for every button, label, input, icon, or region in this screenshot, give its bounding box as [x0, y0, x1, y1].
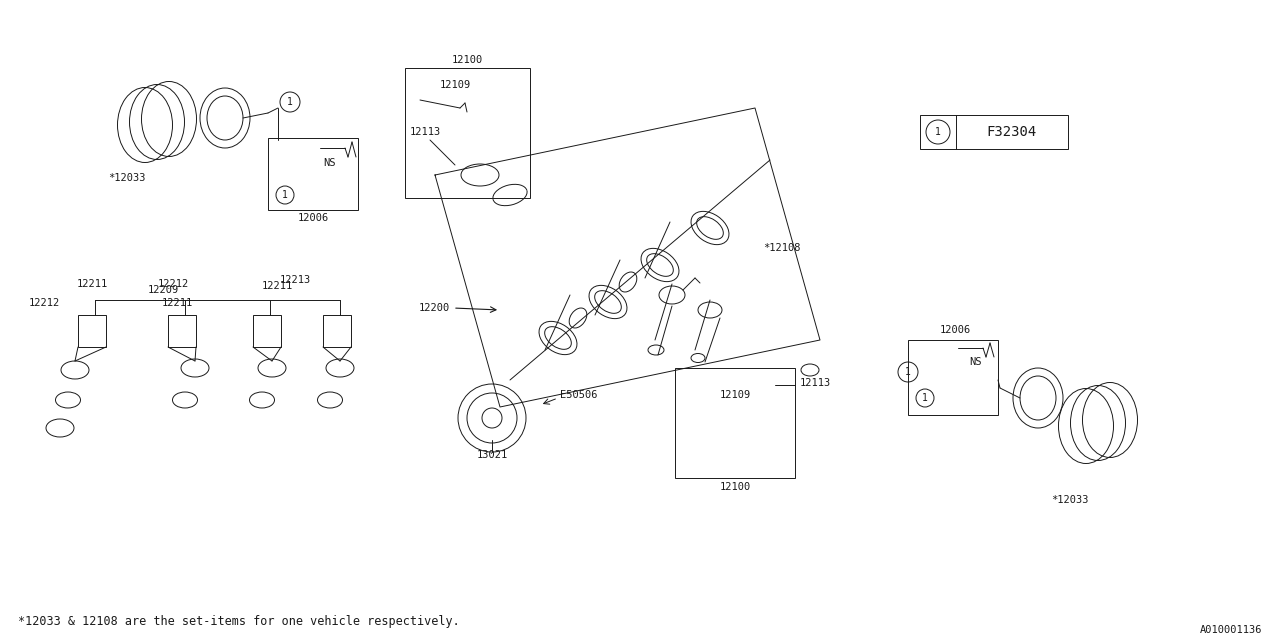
Text: A010001136: A010001136: [1199, 625, 1262, 635]
Text: 1: 1: [282, 190, 288, 200]
Bar: [253, 315, 282, 347]
Text: *12033: *12033: [108, 173, 146, 183]
Bar: [268, 138, 358, 210]
Bar: [78, 315, 106, 347]
Text: *12108: *12108: [763, 243, 800, 253]
Bar: [908, 340, 998, 415]
Text: 12113: 12113: [800, 378, 831, 388]
Text: *12033: *12033: [1051, 495, 1089, 505]
Text: 1: 1: [905, 367, 911, 377]
Text: F32304: F32304: [987, 125, 1037, 139]
Text: 1: 1: [936, 127, 941, 137]
Text: 12212: 12212: [28, 298, 60, 308]
Text: 12006: 12006: [940, 325, 970, 335]
Text: E50506: E50506: [561, 390, 598, 400]
Bar: [323, 315, 351, 347]
Text: 1: 1: [922, 393, 928, 403]
Text: NS: NS: [324, 158, 337, 168]
Text: 12006: 12006: [297, 213, 329, 223]
Text: 13021: 13021: [476, 450, 508, 460]
Text: 1: 1: [287, 97, 293, 107]
Bar: [920, 115, 1068, 149]
Text: 12211: 12211: [163, 298, 193, 308]
Text: 12109: 12109: [719, 390, 750, 400]
Bar: [675, 368, 795, 478]
Text: 12100: 12100: [452, 55, 483, 65]
Text: 12213: 12213: [280, 275, 311, 285]
Text: 12200: 12200: [419, 303, 451, 313]
Bar: [404, 68, 530, 198]
Text: 12211: 12211: [262, 281, 293, 291]
Text: 12109: 12109: [440, 80, 471, 90]
Text: 12212: 12212: [157, 279, 189, 289]
Bar: [168, 315, 196, 347]
Text: 12209: 12209: [148, 285, 179, 295]
Text: 12113: 12113: [410, 127, 442, 137]
Text: 12100: 12100: [719, 482, 750, 492]
Text: 12211: 12211: [77, 279, 109, 289]
Text: *12033 & 12108 are the set-items for one vehicle respectively.: *12033 & 12108 are the set-items for one…: [18, 616, 460, 628]
Text: NS: NS: [969, 357, 982, 367]
